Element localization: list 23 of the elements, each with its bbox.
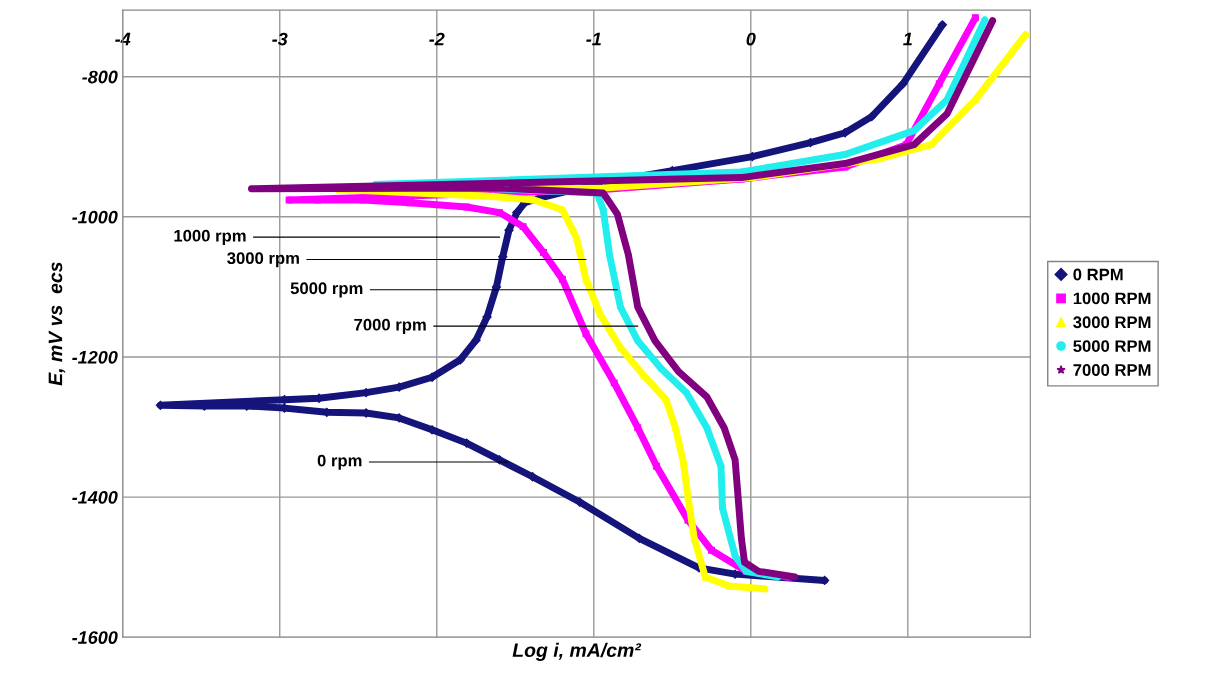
annotation: 7000 rpm <box>354 318 426 334</box>
annotation: 1000 rpm <box>174 229 246 245</box>
x-tick-label: -1 <box>586 32 601 46</box>
annotation: 3000 rpm <box>227 252 299 268</box>
legend-label: 0 RPM <box>1073 268 1123 281</box>
annotation: 0 rpm <box>317 454 362 470</box>
legend-label: 1000 RPM <box>1073 292 1151 305</box>
legend-label: 3000 RPM <box>1073 316 1151 329</box>
y-tick-label: -1400 <box>72 491 118 504</box>
x-axis-title: Log i, mA/cm² <box>512 642 642 661</box>
x-tick-label: -4 <box>115 32 131 46</box>
y-tick-label: -1200 <box>72 350 118 364</box>
legend-label: 5000 RPM <box>1073 340 1151 353</box>
annotation: 5000 rpm <box>290 282 363 298</box>
y-axis-title: E, mV vs ecs <box>48 262 66 386</box>
x-tick-label: 1 <box>903 32 912 46</box>
x-tick-label: -2 <box>429 32 445 46</box>
y-tick-label: -800 <box>82 70 118 84</box>
y-tick-label: -1600 <box>72 631 118 644</box>
x-tick-label: -3 <box>272 32 288 46</box>
legend-label: 7000 RPM <box>1073 364 1151 376</box>
x-tick-label: 0 <box>746 32 756 46</box>
y-tick-label: -1000 <box>72 210 118 224</box>
